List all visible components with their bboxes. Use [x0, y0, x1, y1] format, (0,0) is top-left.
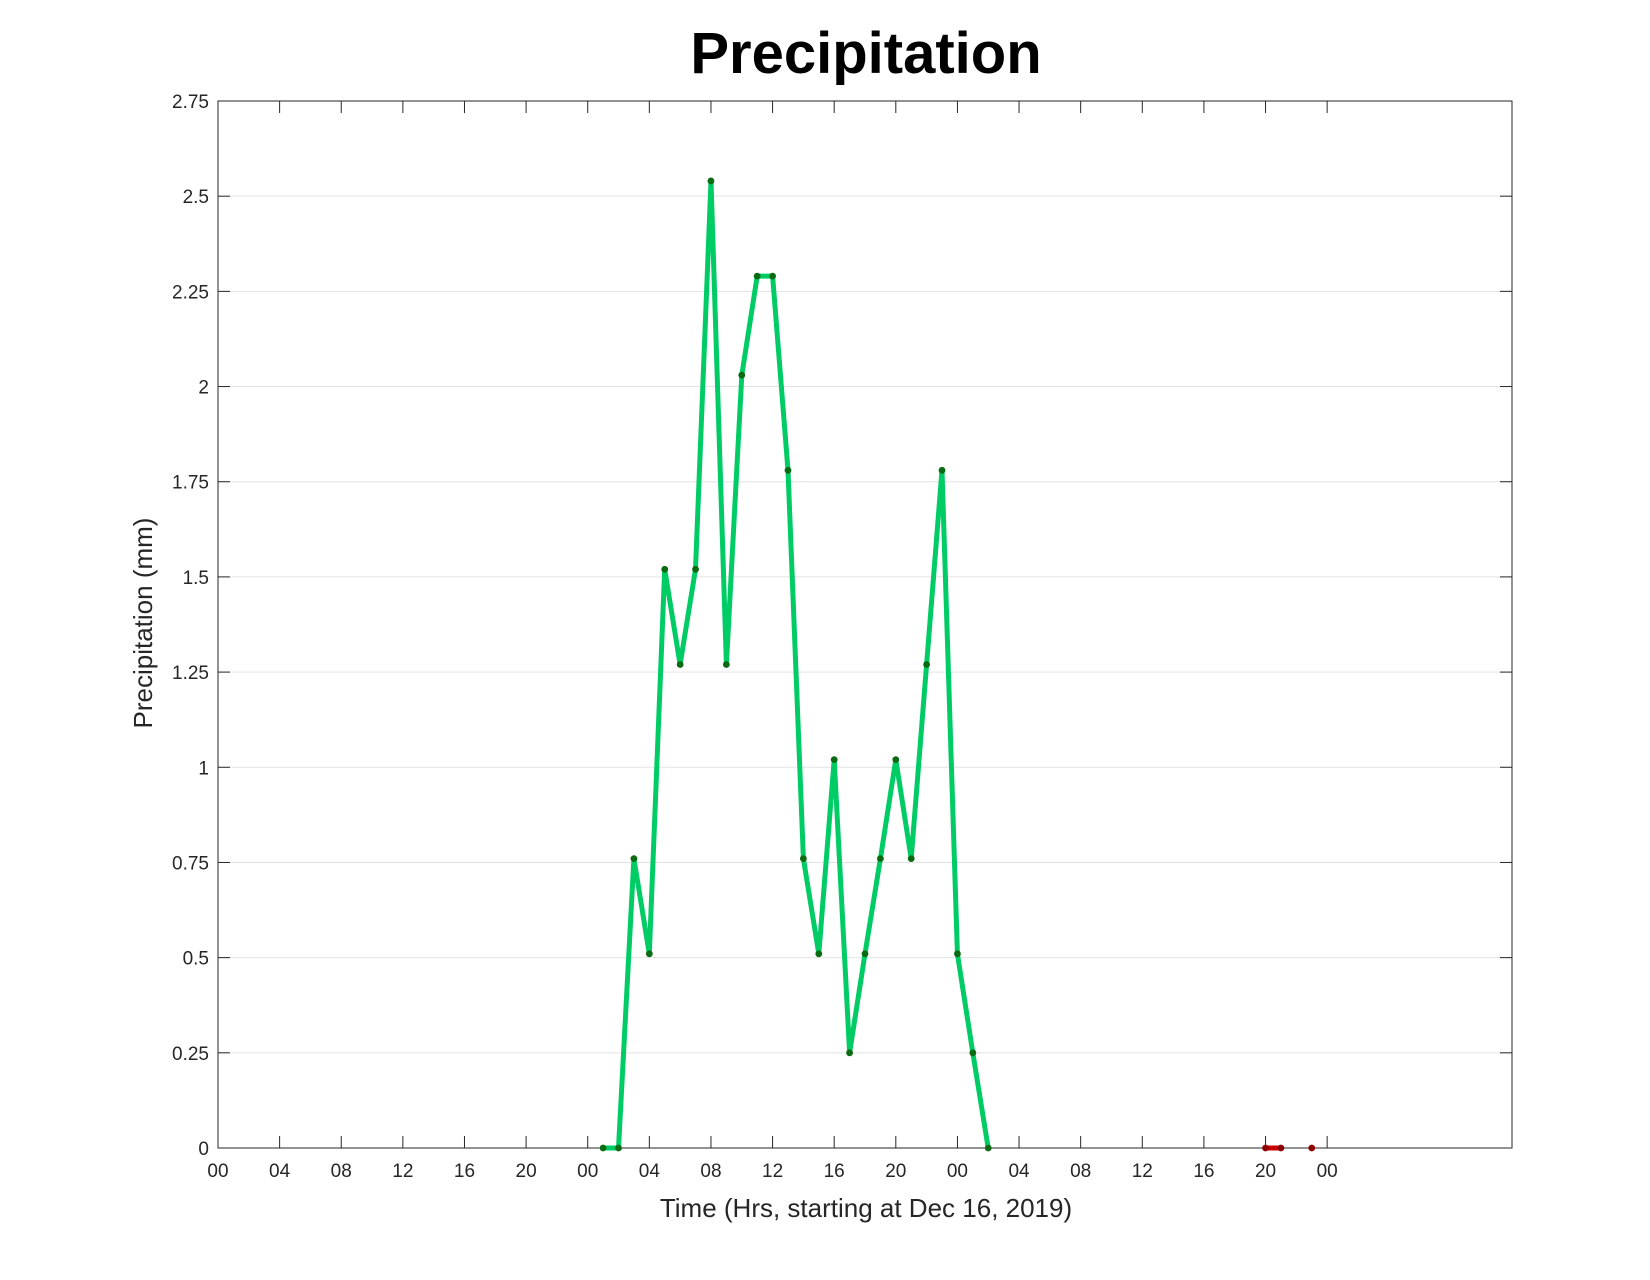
data-point	[753, 272, 761, 280]
x-tick-label: 00	[947, 1161, 968, 1182]
x-tick-label: 16	[824, 1161, 845, 1182]
x-tick-label: 04	[1008, 1161, 1030, 1182]
x-tick-label: 20	[885, 1161, 906, 1182]
y-tick-label: 0	[198, 1139, 209, 1160]
y-tick-label: 2	[198, 378, 209, 399]
data-point	[630, 855, 638, 863]
data-point	[676, 661, 684, 668]
x-tick-label: 00	[207, 1161, 228, 1182]
data-point	[799, 855, 807, 863]
data-point	[923, 661, 931, 668]
data-point	[707, 177, 715, 185]
data-point	[846, 1049, 853, 1057]
data-point	[907, 855, 915, 863]
x-tick-label: 00	[577, 1161, 598, 1182]
data-point	[830, 756, 838, 764]
data-point	[738, 371, 746, 379]
data-point	[692, 565, 699, 573]
x-tick-label: 12	[1132, 1161, 1153, 1182]
data-point	[1277, 1144, 1285, 1152]
x-tick-label: 16	[1193, 1161, 1214, 1182]
data-point	[969, 1049, 977, 1057]
x-tick-label: 08	[700, 1161, 721, 1182]
x-tick-label: 20	[1255, 1161, 1276, 1182]
y-tick-label: 2.25	[172, 282, 209, 303]
data-point	[1262, 1144, 1269, 1152]
y-axis-label: Precipitation (mm)	[128, 518, 158, 729]
x-tick-label: 16	[454, 1161, 475, 1182]
x-tick-label: 04	[639, 1161, 661, 1182]
chart-title: Precipitation	[690, 21, 1041, 86]
data-point	[599, 1144, 607, 1152]
series-line-0	[603, 180, 991, 1151]
data-point	[938, 466, 946, 474]
data-point	[954, 950, 961, 958]
x-tick-label: 12	[762, 1161, 783, 1182]
y-tick-label: 1.75	[172, 473, 209, 494]
y-tick-label: 1	[198, 758, 209, 779]
plot-frame	[217, 100, 1513, 1149]
data-point	[615, 1144, 622, 1152]
x-tick-label: 00	[1317, 1161, 1338, 1182]
x-tick-label: 20	[516, 1161, 537, 1182]
y-tick-label: 1.25	[172, 663, 209, 684]
x-tick-label: 04	[269, 1161, 291, 1182]
data-point	[722, 661, 730, 668]
data-point	[815, 950, 823, 958]
grid-layer	[218, 100, 1512, 1054]
y-tick-label: 2.75	[172, 92, 209, 113]
data-point	[984, 1144, 992, 1152]
y-tick-label: 0.5	[183, 949, 209, 970]
data-point	[861, 950, 869, 958]
data-point	[892, 756, 900, 764]
y-tick-label: 2.5	[183, 187, 209, 208]
data-point	[877, 855, 884, 863]
x-tick-label: 12	[392, 1161, 413, 1182]
data-point	[784, 466, 792, 474]
y-tick-label: 1.5	[183, 568, 209, 589]
x-tick-label: 08	[331, 1161, 352, 1182]
x-tick-label: 08	[1070, 1161, 1091, 1182]
data-point	[1308, 1144, 1316, 1152]
y-tick-label: 0.75	[172, 853, 209, 874]
series-layer	[599, 177, 1316, 1152]
data-point	[769, 272, 776, 280]
tick-layer: 0 0.25 0.5 0.75 1 1.25 1.5 1.75 2 2.25 2.5 2.75 00 04…	[172, 92, 1512, 1182]
data-point	[661, 565, 669, 573]
x-axis-label: Time (Hrs, starting at Dec 16, 2019)	[660, 1193, 1072, 1223]
y-tick-label: 0.25	[172, 1044, 209, 1065]
data-point	[645, 950, 653, 958]
